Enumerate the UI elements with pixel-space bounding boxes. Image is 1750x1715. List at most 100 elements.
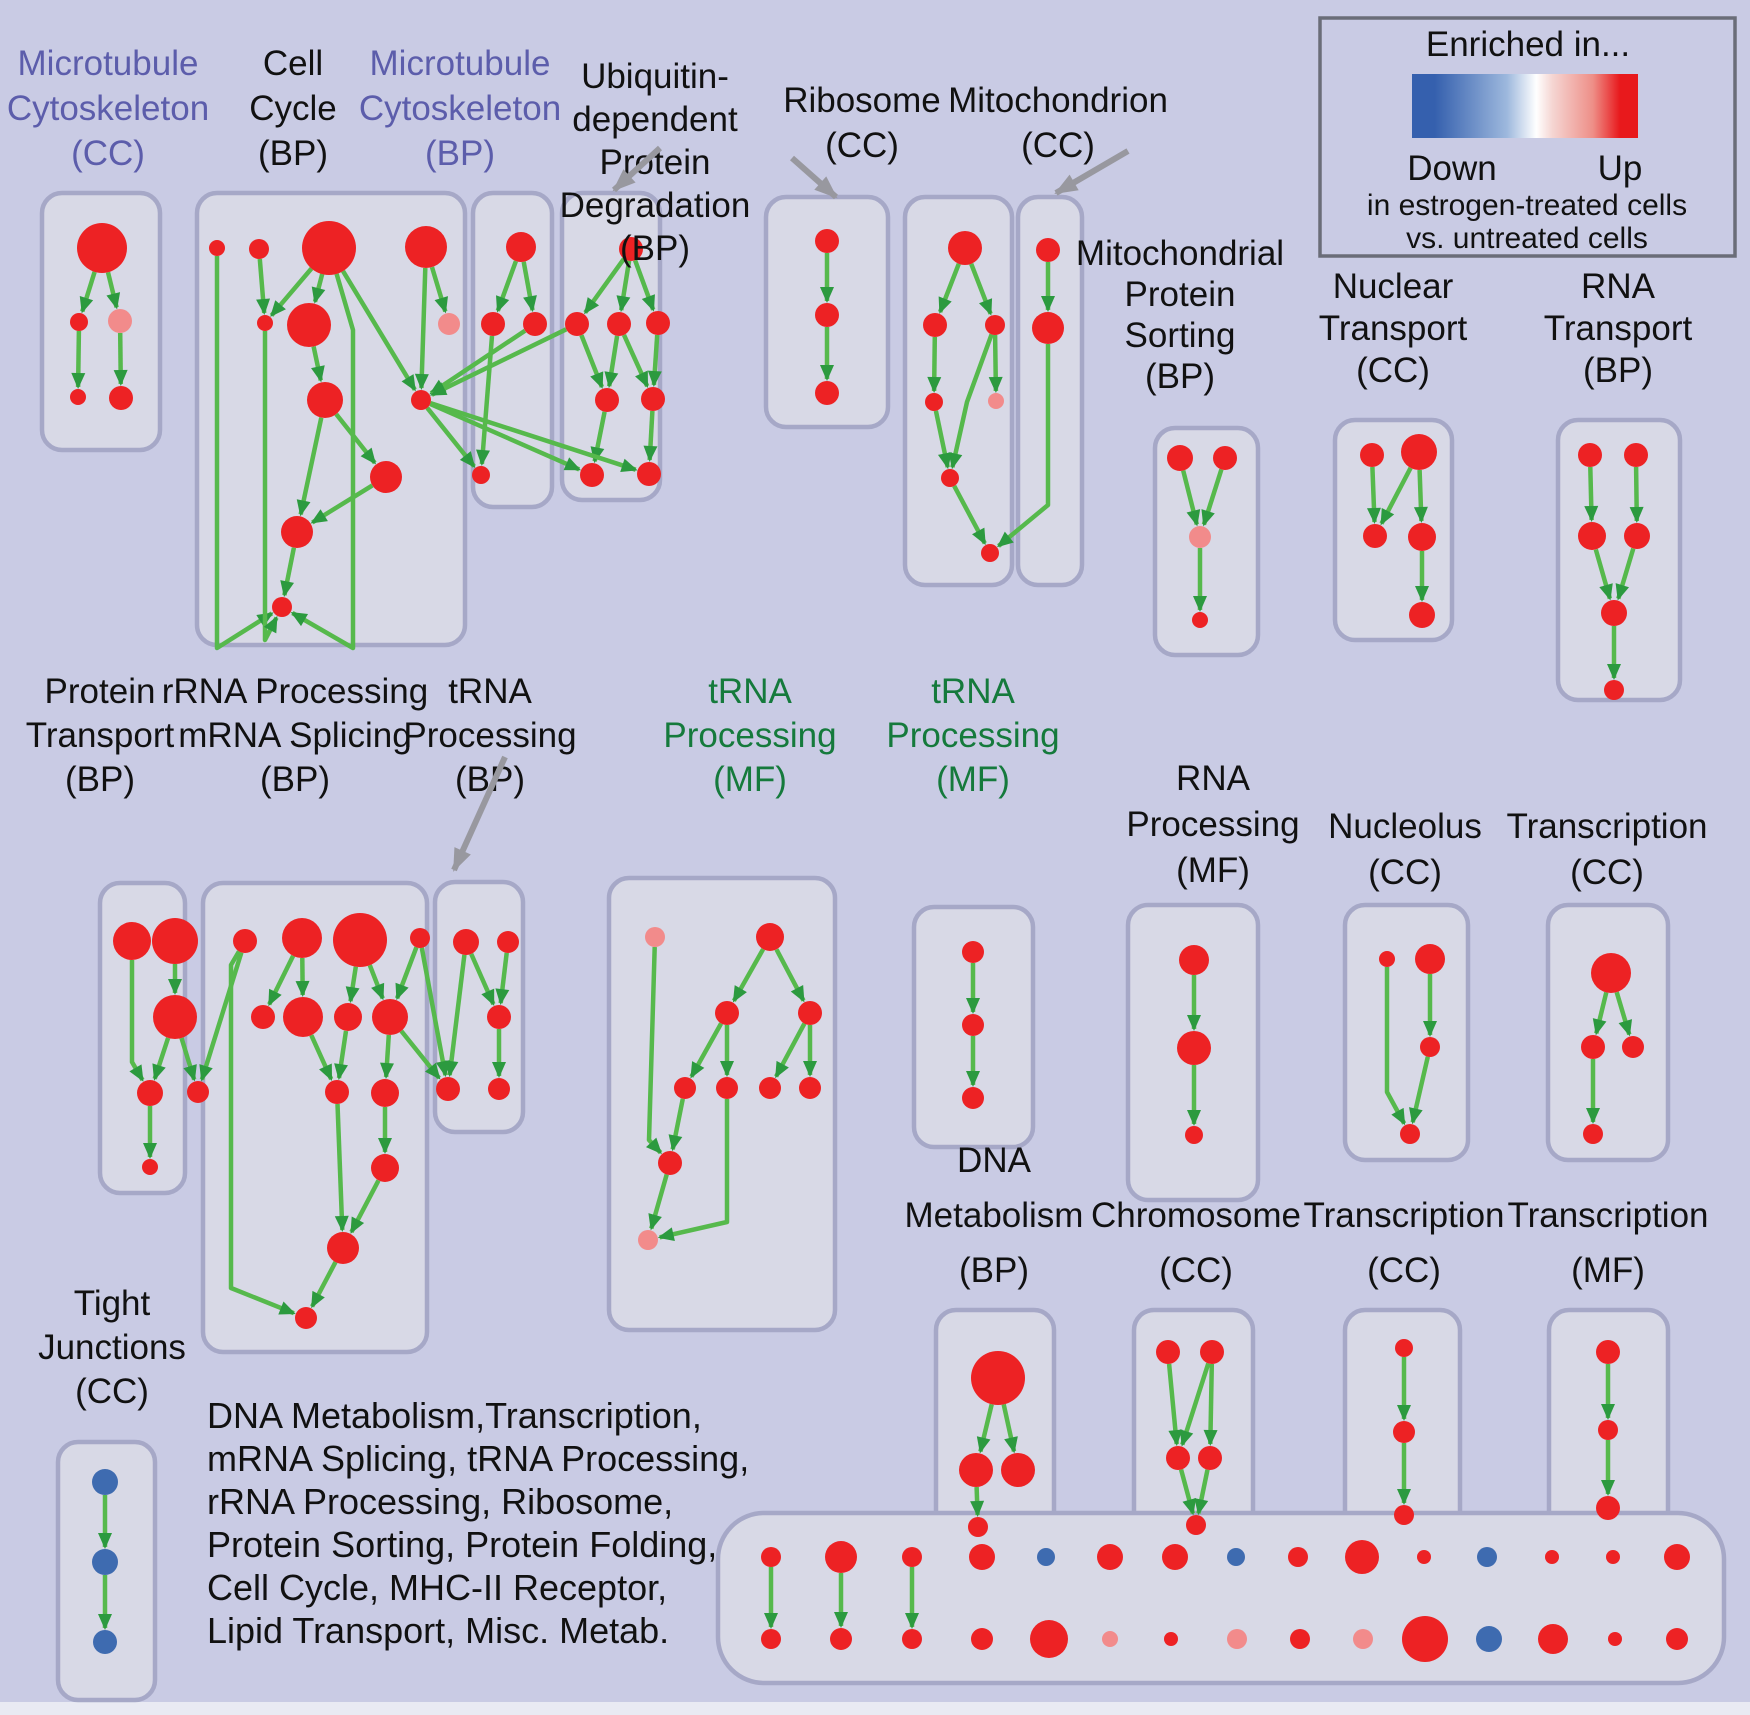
edge-ubiquitin-deg <box>579 334 604 389</box>
node-transcription-cc-1 <box>1581 1035 1605 1059</box>
legend-line2: vs. untreated cells <box>1406 222 1648 255</box>
cluster-label-cell-cycle: Cell <box>263 44 323 83</box>
node-misc-top-5 <box>1097 1544 1123 1570</box>
node-cell-cycle <box>287 303 331 347</box>
cross-edge <box>429 400 638 473</box>
node-misc-bottom-11 <box>1476 1626 1502 1652</box>
bottom-strip <box>0 1702 1750 1715</box>
node-transcription-cc-1 <box>1622 1036 1644 1058</box>
cluster-box-rna-transport <box>1555 417 1683 703</box>
node-trna-bp <box>453 929 479 955</box>
node-misc-bottom-5 <box>1102 1631 1118 1647</box>
cluster-label-tight-junctions: Tight <box>74 1284 151 1323</box>
node-cell-cycle <box>307 382 343 418</box>
node-transcription-cc-2 <box>1394 1505 1414 1525</box>
cluster-label-chromosome: Chromosome <box>1091 1196 1301 1235</box>
node-misc-bottom-4 <box>1030 1620 1068 1658</box>
node-misc-top-0 <box>761 1547 781 1567</box>
cross-edge <box>430 327 568 397</box>
cluster-label-microtubule-bp: Cytoskeleton <box>359 89 561 128</box>
cross-edge <box>179 1037 197 1082</box>
cluster-label-tight-junctions: (CC) <box>75 1372 149 1411</box>
edge-ribosome <box>952 484 987 546</box>
edge-protein-transport <box>129 960 145 1082</box>
edge-rrna-mrna <box>334 1103 349 1232</box>
node-ribosome <box>925 393 943 411</box>
cluster-label-mito-protein-sorting: Protein <box>1125 275 1236 314</box>
node-nucleolus <box>1400 1124 1420 1144</box>
node-mitochondrion <box>1032 312 1064 344</box>
cluster-box-rrna-mrna <box>200 880 430 1355</box>
node-misc-bottom-2 <box>902 1629 922 1649</box>
node-microtubule-cc <box>70 313 88 331</box>
cluster-label-mito-protein-sorting: (BP) <box>1145 357 1215 396</box>
legend-up-label: Up <box>1598 149 1643 188</box>
node-trna-mf-1 <box>674 1077 696 1099</box>
node-mito-protein-sorting <box>1189 526 1211 548</box>
node-trna-mf-1 <box>715 1001 739 1025</box>
edge-rrna-mrna <box>228 950 296 1316</box>
cluster-label-rrna-mrna: mRNA Splicing <box>178 716 411 755</box>
node-nuclear-transport <box>1401 434 1437 470</box>
node-rna-transport <box>1624 443 1648 467</box>
edge-microtubule-bp <box>521 261 537 313</box>
edge-rrna-mrna <box>380 1034 394 1079</box>
edge-nuclear-transport <box>1366 466 1381 524</box>
node-misc-top-11 <box>1477 1547 1497 1567</box>
edge-rrna-mrna <box>199 951 244 1082</box>
node-protein-transport <box>153 995 197 1039</box>
edge-ubiquitin-deg <box>590 411 607 464</box>
node-nuclear-transport <box>1363 524 1387 548</box>
cluster-label-protein-transport: (BP) <box>65 760 135 799</box>
node-nuclear-transport <box>1360 443 1384 467</box>
node-dna-metabolism <box>959 1453 993 1487</box>
note-line: Protein Sorting, Protein Folding, <box>207 1524 717 1565</box>
node-misc-top-6 <box>1162 1544 1188 1570</box>
node-ribosome <box>981 544 999 562</box>
node-ubiquitin-deg <box>607 312 631 336</box>
node-rrna-mrna <box>282 918 322 958</box>
edge-microtubule-cc <box>71 330 86 389</box>
node-transcription-mf <box>1596 1496 1620 1520</box>
node-dna-metabolism <box>971 1351 1025 1405</box>
cluster-label-rna-proc-mf: Processing <box>1126 805 1299 844</box>
node-rrna-mrna <box>410 928 430 948</box>
cluster-label-rna-proc-mf: (MF) <box>1176 851 1250 890</box>
node-rna-transport <box>1578 443 1602 467</box>
edge-trna-mf-1 <box>689 1022 724 1079</box>
node-tight-junctions <box>93 1630 117 1654</box>
node-rrna-mrna <box>334 1003 362 1031</box>
edge-cell-cycle <box>341 269 417 392</box>
cluster-box-misc <box>715 1510 1727 1686</box>
edge-microtubule-cc <box>79 271 97 314</box>
cluster-label-trna-bp: tRNA <box>448 672 532 711</box>
cross-edge <box>429 401 582 472</box>
cluster-label-ubiquitin-deg: (BP) <box>620 229 690 268</box>
edge-chromosome <box>1203 1363 1218 1446</box>
edge-rna-transport <box>1615 547 1636 601</box>
node-cell-cycle <box>209 240 225 256</box>
node-misc-top-1 <box>825 1541 857 1573</box>
node-misc-top-3 <box>969 1544 995 1570</box>
edge-nuclear-transport <box>1379 466 1413 526</box>
node-mito-protein-sorting <box>1192 612 1208 628</box>
edge-nucleolus <box>1384 967 1407 1126</box>
node-trna-bp <box>488 1078 510 1100</box>
edge-trna-mf-1 <box>648 1173 669 1231</box>
cluster-label-trna-mf-1: (MF) <box>713 760 787 799</box>
node-misc-bottom-1 <box>830 1628 852 1650</box>
edge-trna-mf-1 <box>645 946 663 1155</box>
edge-rrna-mrna <box>334 1030 349 1081</box>
edge-chromosome <box>1166 1363 1183 1447</box>
cluster-box-trna-mf-1 <box>606 875 838 1333</box>
node-rrna-mrna <box>295 1307 317 1329</box>
node-trna-mf-2 <box>962 941 984 963</box>
cluster-label-microtubule-cc: Cytoskeleton <box>7 89 209 128</box>
edge-transcription-cc-1 <box>1614 991 1633 1037</box>
cluster-label-trna-mf-2: tRNA <box>931 672 1015 711</box>
edge-ubiquitin-deg <box>621 333 650 389</box>
node-ribosome <box>948 231 982 265</box>
node-rrna-mrna <box>233 929 257 953</box>
edge-cell-cycle <box>296 417 324 517</box>
